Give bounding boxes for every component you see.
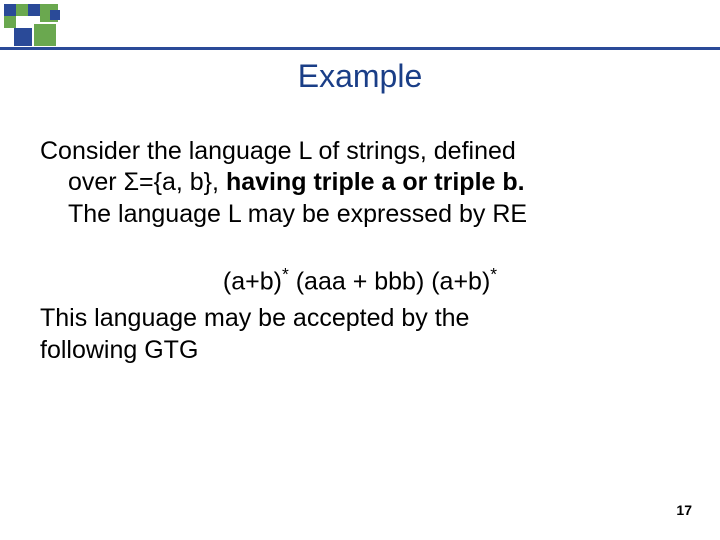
- re-part1a: (a+b): [223, 267, 282, 295]
- deco-square: [14, 28, 32, 46]
- slide-body: Consider the language L of strings, defi…: [40, 136, 680, 366]
- para1-line1: Consider the language L of strings, defi…: [40, 137, 516, 165]
- regular-expression: (a+b)* (aaa + bbb) (a+b)*: [40, 264, 680, 298]
- para2-line2: following GTG: [40, 336, 198, 364]
- deco-square: [34, 24, 56, 46]
- re-sup1: *: [282, 264, 289, 284]
- para2-line1: This language may be accepted by the: [40, 304, 469, 332]
- deco-square: [50, 10, 60, 20]
- deco-square: [4, 16, 16, 28]
- re-part2: (aaa + bbb) (a+b): [289, 267, 491, 295]
- re-sup2: *: [490, 264, 497, 284]
- corner-decoration: [0, 0, 120, 50]
- deco-square: [28, 4, 40, 16]
- para1-line2-pre: over Σ={a, b},: [68, 168, 226, 196]
- title-underline: [0, 47, 720, 50]
- page-number: 17: [676, 502, 692, 518]
- deco-square: [16, 4, 28, 16]
- paragraph-1: Consider the language L of strings, defi…: [40, 136, 680, 230]
- para1-line2-bold: having triple a or triple b.: [226, 168, 525, 196]
- para1-line3: The language L may be expressed by RE: [40, 199, 680, 230]
- slide: Example Consider the language L of strin…: [0, 0, 720, 540]
- paragraph-2: This language may be accepted by the fol…: [40, 303, 680, 366]
- para1-line2: over Σ={a, b}, having triple a or triple…: [40, 167, 680, 198]
- deco-square: [4, 4, 16, 16]
- slide-title: Example: [0, 58, 720, 95]
